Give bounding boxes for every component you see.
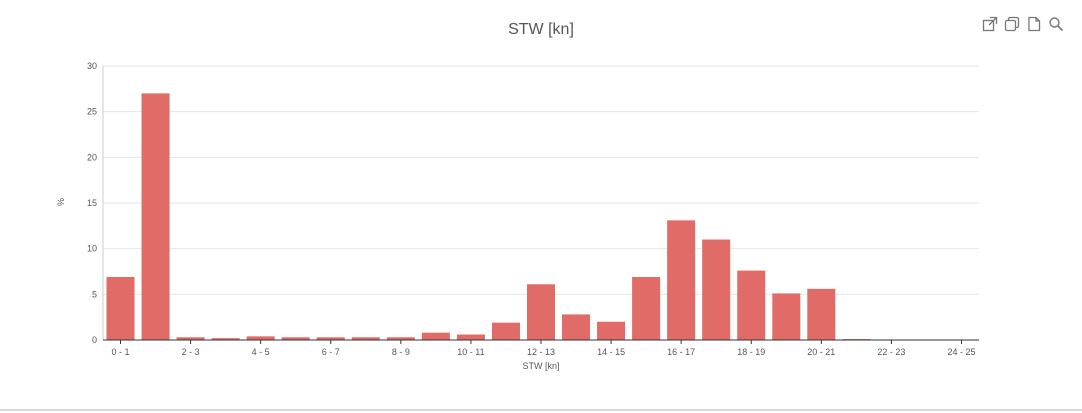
bars	[106, 93, 871, 341]
y-tick-label: 5	[92, 289, 97, 299]
external-link-icon[interactable]	[982, 16, 998, 32]
bar[interactable]	[281, 337, 310, 340]
bar[interactable]	[702, 239, 731, 340]
x-tick-label: 18 - 19	[737, 347, 765, 357]
x-tick-label: 4 - 5	[252, 347, 270, 357]
bottom-divider	[0, 409, 1082, 411]
bar[interactable]	[386, 337, 415, 340]
chart-title: STW [kn]	[508, 21, 574, 38]
bar[interactable]	[246, 336, 275, 340]
x-tick-label: 14 - 15	[597, 347, 625, 357]
x-tick-label: 8 - 9	[392, 347, 410, 357]
y-tick-label: 0	[92, 335, 97, 345]
bar[interactable]	[597, 321, 626, 340]
document-icon[interactable]	[1026, 16, 1042, 32]
bar[interactable]	[526, 284, 556, 340]
bar[interactable]	[351, 337, 380, 340]
x-tick-label: 2 - 3	[182, 347, 200, 357]
x-axis-ticks: 0 - 1 2 - 3 4 - 5 6 - 7 8 - 9 10 - 11 12 - 13 1…	[112, 340, 975, 357]
y-tick-label: 20	[87, 152, 97, 162]
y-tick-label: 10	[87, 244, 97, 254]
bar[interactable]	[141, 93, 170, 341]
bar[interactable]	[632, 276, 661, 340]
x-tick-label: 20 - 21	[807, 347, 835, 357]
x-tick-label: 24 - 25	[947, 347, 975, 357]
bar[interactable]	[807, 288, 836, 340]
x-tick-label: 6 - 7	[322, 347, 340, 357]
bar[interactable]	[106, 276, 135, 340]
x-tick-label: 12 - 13	[527, 347, 555, 357]
y-tick-label: 15	[87, 198, 97, 208]
x-tick-label: 16 - 17	[667, 347, 695, 357]
bar[interactable]	[772, 293, 801, 340]
x-tick-label: 0 - 1	[112, 347, 130, 357]
y-axis-ticks: 0 5 10 15 20 25 30	[87, 61, 97, 345]
bar[interactable]	[737, 270, 766, 340]
search-icon[interactable]	[1048, 16, 1064, 32]
bar[interactable]	[421, 332, 450, 340]
bar[interactable]	[562, 314, 591, 340]
x-tick-label: 22 - 23	[877, 347, 905, 357]
bar[interactable]	[491, 322, 520, 340]
y-axis-label: %	[56, 198, 66, 206]
chart-toolbar	[982, 16, 1064, 32]
y-tick-label: 25	[87, 107, 97, 117]
bar[interactable]	[667, 220, 696, 340]
bar[interactable]	[176, 337, 205, 340]
x-axis-label: STW [kn]	[522, 361, 559, 371]
bar[interactable]	[211, 338, 240, 340]
x-tick-label: 10 - 11	[457, 347, 484, 357]
y-tick-label: 30	[87, 61, 97, 71]
bar[interactable]	[456, 334, 485, 340]
bar[interactable]	[316, 337, 345, 340]
copy-icon[interactable]	[1004, 16, 1020, 32]
